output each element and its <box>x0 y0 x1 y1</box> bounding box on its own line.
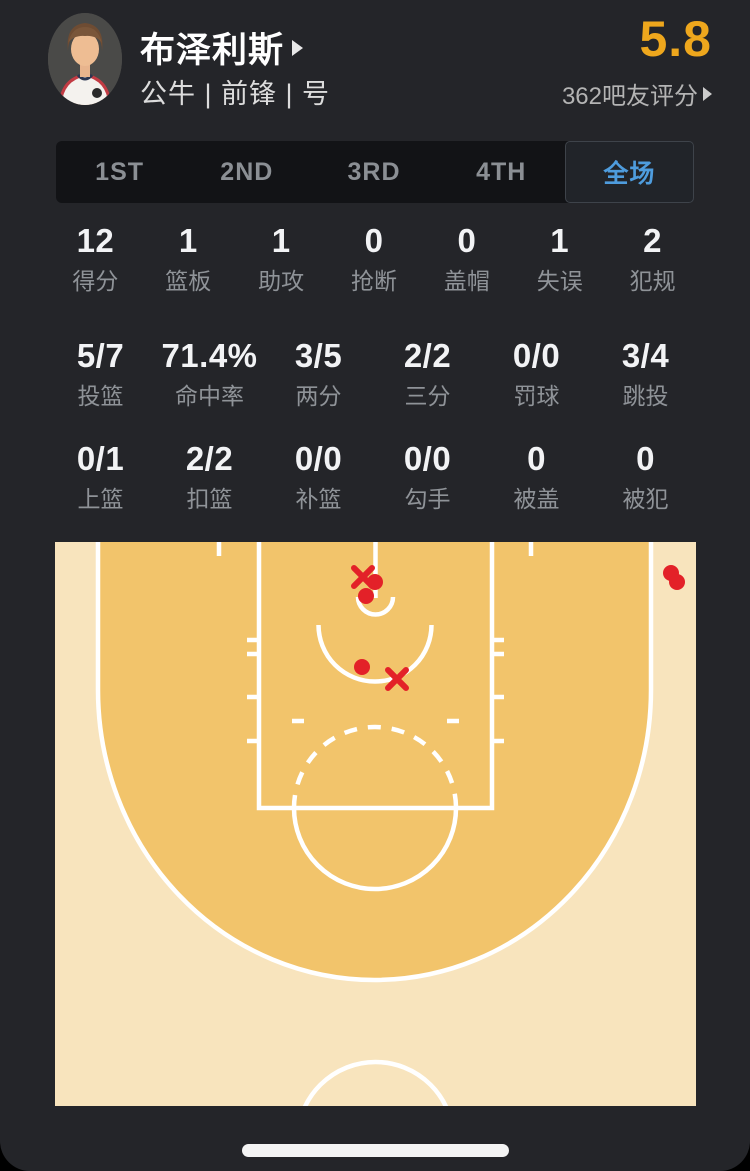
shot-make-marker <box>358 588 374 604</box>
stats-row-shooting: 5/7 投篮 71.4% 命中率 3/5 两分 2/2 三分 0/0 罚球 3/… <box>46 337 700 411</box>
rating-caption-text: 362吧友评分 <box>561 83 698 110</box>
free-throw-circle-solid <box>291 807 459 892</box>
three-point-line <box>95 542 654 983</box>
stat-free-throws: 0/0 罚球 <box>512 337 561 409</box>
tab-1st[interactable]: 1ST <box>95 157 145 186</box>
stat-two-pt: 3/5 两分 <box>294 337 343 409</box>
avatar[interactable] <box>48 13 122 105</box>
stat-fg: 5/7 投篮 <box>76 337 125 409</box>
stat-three-pt: 2/2 三分 <box>403 337 452 409</box>
stat-dunks: 2/2 扣篮 <box>185 440 234 512</box>
tab-full-game[interactable]: 全场 <box>564 141 695 203</box>
stat-turnovers: 1 失误 <box>536 222 583 294</box>
player-header: 布泽利斯 公牛 | 前锋 | 号 5.8 362吧友评分 <box>0 0 750 130</box>
center-circle <box>302 1059 449 1106</box>
stat-fg-pct: 71.4% 命中率 <box>161 337 258 409</box>
restricted-area-arc <box>316 624 434 684</box>
shot-miss-marker <box>385 667 409 691</box>
stat-steals: 0 抢断 <box>351 222 397 294</box>
quarter-tabs: 1ST 2ND 3RD 4TH 全场 <box>56 141 695 203</box>
shot-chart <box>55 542 696 1106</box>
baseline-ticks <box>216 542 534 556</box>
shot-miss-marker <box>351 565 375 589</box>
stat-fouls: 2 犯规 <box>629 222 676 294</box>
lane-hash-marks-right <box>492 637 504 744</box>
stat-putbacks: 0/0 补篮 <box>294 440 343 512</box>
stat-blocks: 0 盖帽 <box>443 222 490 294</box>
stat-points: 12 得分 <box>72 222 119 294</box>
player-name: 布泽利斯 <box>140 31 285 70</box>
stat-blocked-against: 0 被盖 <box>513 440 560 512</box>
stat-assists: 1 助攻 <box>258 222 305 294</box>
shot-make-marker <box>354 659 370 675</box>
free-throw-circle-dashed <box>291 724 459 809</box>
rim-arc <box>355 596 396 617</box>
tab-3rd[interactable]: 3RD <box>347 157 401 186</box>
rating-score: 5.8 <box>639 11 712 67</box>
team-position-number: 公牛 | 前锋 | 号 <box>140 79 331 109</box>
tab-4th[interactable]: 4TH <box>476 157 527 186</box>
rating-caption: 362吧友评分 <box>562 76 712 111</box>
player-name-row[interactable]: 布泽利斯 <box>140 22 304 73</box>
stat-hooks: 0/0 勾手 <box>403 440 452 512</box>
stats-row-basic: 12 得分 1 篮板 1 助攻 0 抢断 0 盖帽 1 失误 2 犯规 <box>49 222 699 296</box>
court-floor-inside-three <box>98 542 651 980</box>
lane-hash-marks-left <box>247 637 259 744</box>
rating-arrow-icon <box>703 86 712 101</box>
shot-make-marker <box>669 574 685 590</box>
home-indicator[interactable] <box>242 1144 509 1157</box>
rating-block[interactable]: 5.8 362吧友评分 <box>562 10 712 111</box>
shot-markers <box>351 565 685 691</box>
paint-lane-lines <box>256 542 495 811</box>
stat-jump-shots: 3/4 跳投 <box>621 337 670 409</box>
half-court-diagram <box>55 542 696 1106</box>
player-portrait <box>48 13 122 105</box>
stat-rebounds: 1 篮板 <box>165 222 212 294</box>
stat-fouled-against: 0 被犯 <box>622 440 669 512</box>
stat-layups: 0/1 上篮 <box>76 440 125 512</box>
tab-2nd[interactable]: 2ND <box>220 157 274 186</box>
name-arrow-icon <box>292 39 304 56</box>
stats-row-shot-types: 0/1 上篮 2/2 扣篮 0/0 补篮 0/0 勾手 0 被盖 0 被犯 <box>46 440 700 514</box>
